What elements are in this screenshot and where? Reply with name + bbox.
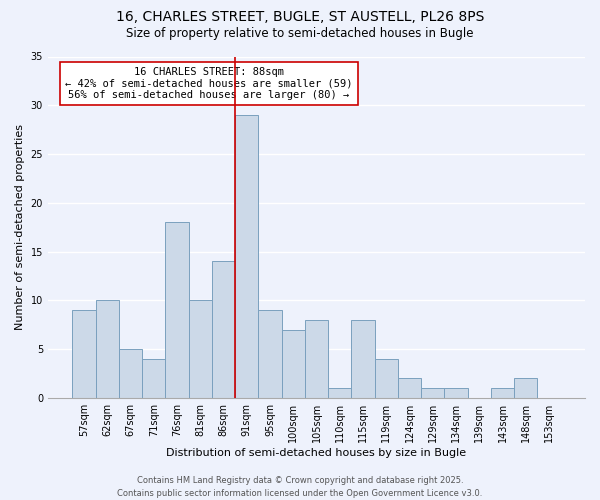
- Y-axis label: Number of semi-detached properties: Number of semi-detached properties: [15, 124, 25, 330]
- Bar: [259, 310, 281, 398]
- Bar: [421, 388, 445, 398]
- Bar: [305, 320, 328, 398]
- Bar: [398, 378, 421, 398]
- Bar: [188, 300, 212, 398]
- Bar: [166, 222, 188, 398]
- Bar: [142, 359, 166, 398]
- X-axis label: Distribution of semi-detached houses by size in Bugle: Distribution of semi-detached houses by …: [166, 448, 467, 458]
- Bar: [235, 115, 259, 398]
- Bar: [95, 300, 119, 398]
- Bar: [119, 349, 142, 398]
- Bar: [514, 378, 538, 398]
- Bar: [352, 320, 374, 398]
- Text: Contains HM Land Registry data © Crown copyright and database right 2025.
Contai: Contains HM Land Registry data © Crown c…: [118, 476, 482, 498]
- Text: 16, CHARLES STREET, BUGLE, ST AUSTELL, PL26 8PS: 16, CHARLES STREET, BUGLE, ST AUSTELL, P…: [116, 10, 484, 24]
- Bar: [73, 310, 95, 398]
- Bar: [328, 388, 352, 398]
- Bar: [281, 330, 305, 398]
- Bar: [445, 388, 467, 398]
- Bar: [491, 388, 514, 398]
- Bar: [212, 262, 235, 398]
- Bar: [374, 359, 398, 398]
- Text: Size of property relative to semi-detached houses in Bugle: Size of property relative to semi-detach…: [126, 28, 474, 40]
- Text: 16 CHARLES STREET: 88sqm
← 42% of semi-detached houses are smaller (59)
56% of s: 16 CHARLES STREET: 88sqm ← 42% of semi-d…: [65, 66, 353, 100]
